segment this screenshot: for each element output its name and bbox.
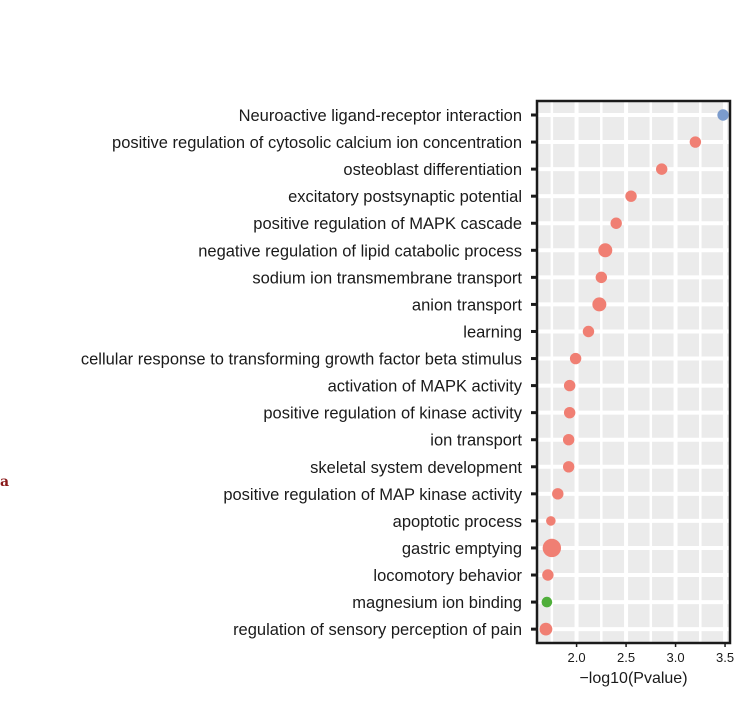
data-point: [689, 136, 702, 148]
data-point: [542, 569, 554, 581]
data-point: [542, 538, 562, 558]
data-point: [539, 622, 553, 636]
data-point: [598, 243, 613, 258]
plot-frame: [535, 99, 732, 645]
x-tick-label: 3.5: [716, 650, 734, 665]
data-point: [563, 379, 576, 392]
data-point: [592, 297, 607, 312]
category-label: cellular response to transforming growth…: [81, 351, 522, 369]
category-label: skeletal system development: [310, 459, 522, 477]
data-point: [595, 271, 608, 284]
x-tick-label: 2.0: [568, 650, 586, 665]
category-label: positive regulation of cytosolic calcium…: [112, 134, 522, 152]
category-label: learning: [463, 323, 522, 341]
category-label: regulation of sensory perception of pain: [233, 621, 522, 639]
x-axis-ticks: 2.0 2.5 3.0 3.5: [568, 643, 734, 665]
category-label: magnesium ion binding: [352, 594, 522, 612]
category-label: activation of MAPK activity: [328, 378, 523, 396]
category-label: ion transport: [430, 432, 522, 450]
x-axis-title: −log10(Pvalue): [579, 670, 687, 687]
data-point: [569, 352, 582, 365]
category-label: excitatory postsynaptic potential: [288, 188, 522, 206]
x-tick-label: 2.5: [617, 650, 635, 665]
category-label: gastric emptying: [402, 540, 522, 558]
data-point: [625, 190, 637, 202]
data-point: [552, 488, 564, 500]
category-label: negative regulation of lipid catabolic p…: [198, 242, 522, 260]
x-tick-label: 3.0: [667, 650, 685, 665]
category-label: sodium ion transmembrane transport: [252, 269, 522, 287]
category-label: positive regulation of kinase activity: [263, 405, 522, 423]
page-marker: a: [0, 474, 10, 490]
data-point: [655, 163, 668, 175]
data-point: [562, 461, 575, 473]
data-point: [582, 325, 595, 338]
category-label: Neuroactive ligand-receptor interaction: [239, 107, 522, 125]
data-point: [546, 516, 556, 526]
data-point: [563, 406, 576, 419]
category-label: locomotory behavior: [373, 567, 522, 585]
data-points: [539, 109, 729, 636]
data-point: [610, 217, 622, 229]
category-label: osteoblast differentiation: [343, 161, 522, 179]
category-label: anion transport: [412, 296, 522, 314]
category-label: positive regulation of MAPK cascade: [253, 215, 522, 233]
data-point: [562, 434, 575, 446]
category-labels: Neuroactive ligand-receptor interaction p…: [81, 107, 537, 639]
category-label: apoptotic process: [393, 513, 522, 531]
category-label: positive regulation of MAP kinase activi…: [223, 486, 522, 504]
data-point: [717, 109, 729, 121]
data-point: [541, 596, 553, 608]
